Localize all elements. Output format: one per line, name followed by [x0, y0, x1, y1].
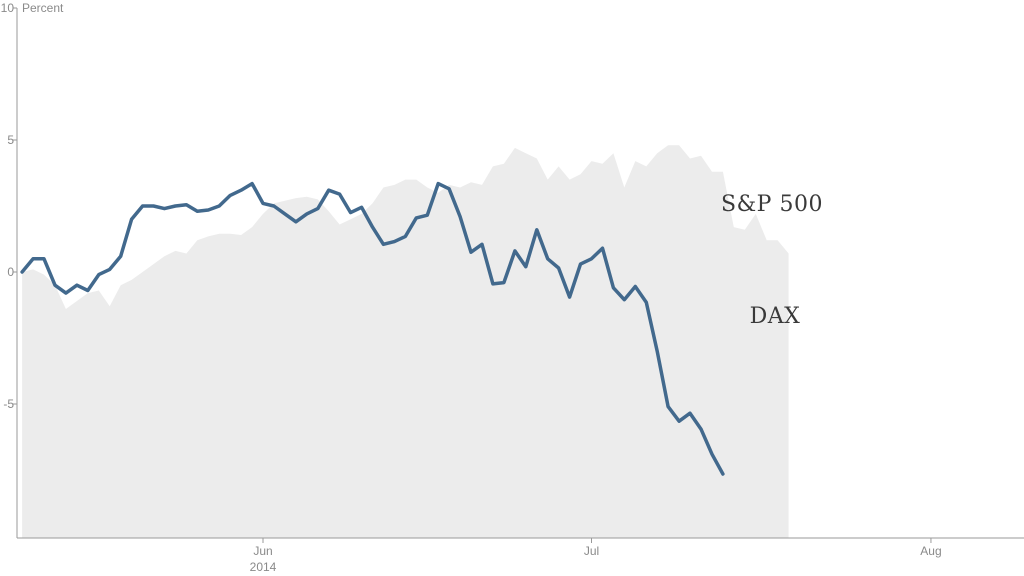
y-axis-ticks: 10 Percent 5 0 -5: [1, 1, 64, 411]
y-tick-label: 5: [7, 133, 14, 147]
sp500-label: S&P 500: [721, 192, 823, 217]
y-tick-label: -5: [3, 397, 14, 411]
dax-line: [20, 181, 725, 476]
series-labels: S&P 500 DAX: [721, 192, 823, 329]
x-tick-label: Jul: [584, 544, 599, 558]
sp500-area: [22, 145, 789, 539]
x-tick-label: Aug: [920, 544, 941, 558]
x-axis-ticks: Jun 2014 Jul Aug: [250, 538, 942, 574]
dax-label: DAX: [750, 304, 801, 329]
x-tick-label: Jun: [253, 544, 272, 558]
x-tick-year-label: 2014: [250, 560, 277, 574]
y-tick-label: 10: [1, 1, 15, 15]
y-axis-unit-label: Percent: [22, 1, 64, 15]
y-tick-label: 0: [7, 265, 14, 279]
